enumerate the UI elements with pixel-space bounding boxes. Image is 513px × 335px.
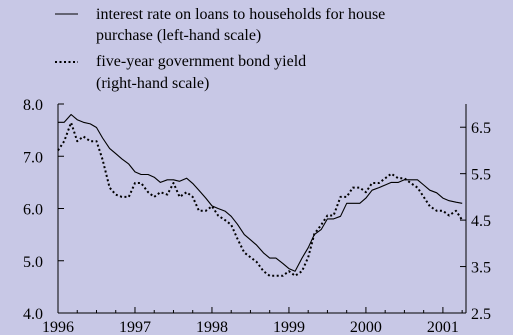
legend-entry-2-line-2: (right-hand scale) (96, 75, 209, 92)
axes: 4.0 5.0 6.0 7.0 8.0 2.5 3.5 4.5 5.5 6.5 1996 1997 19… (23, 97, 491, 335)
x-axis-tick-label: 2001 (427, 319, 459, 335)
legend-entry-1-line-1: interest rate on loans to households for… (96, 6, 385, 23)
right-axis-tick-label: 5.5 (471, 167, 491, 184)
right-axis-tick-label: 3.5 (471, 260, 491, 277)
x-axis-tick-label: 1998 (196, 319, 228, 335)
x-axis-tick-label: 1999 (273, 319, 305, 335)
x-axis-tick-label: 2000 (350, 319, 382, 335)
legend: interest rate on loans to households for… (55, 6, 385, 92)
legend-entry-1-line-2: purchase (left-hand scale) (96, 27, 261, 44)
left-axis-tick-label: 7.0 (23, 149, 43, 166)
left-axis-tick-label: 4.0 (23, 306, 43, 323)
left-axis-tick-label: 8.0 (23, 97, 43, 114)
right-axis-tick-label: 4.5 (471, 213, 491, 230)
series-loan-rate-line (58, 113, 463, 272)
left-axis-tick-label: 6.0 (23, 202, 43, 219)
right-axis-tick-label: 6.5 (471, 120, 491, 137)
series-group (57, 113, 464, 277)
x-axis-tick-label: 1996 (42, 319, 74, 335)
series-bond-yield-line (57, 121, 464, 277)
right-axis-tick-label: 2.5 (471, 306, 491, 323)
legend-entry-2-line-1: five-year government bond yield (96, 53, 306, 70)
x-axis-tick-label: 1997 (119, 319, 151, 335)
left-axis-tick-label: 5.0 (23, 254, 43, 271)
